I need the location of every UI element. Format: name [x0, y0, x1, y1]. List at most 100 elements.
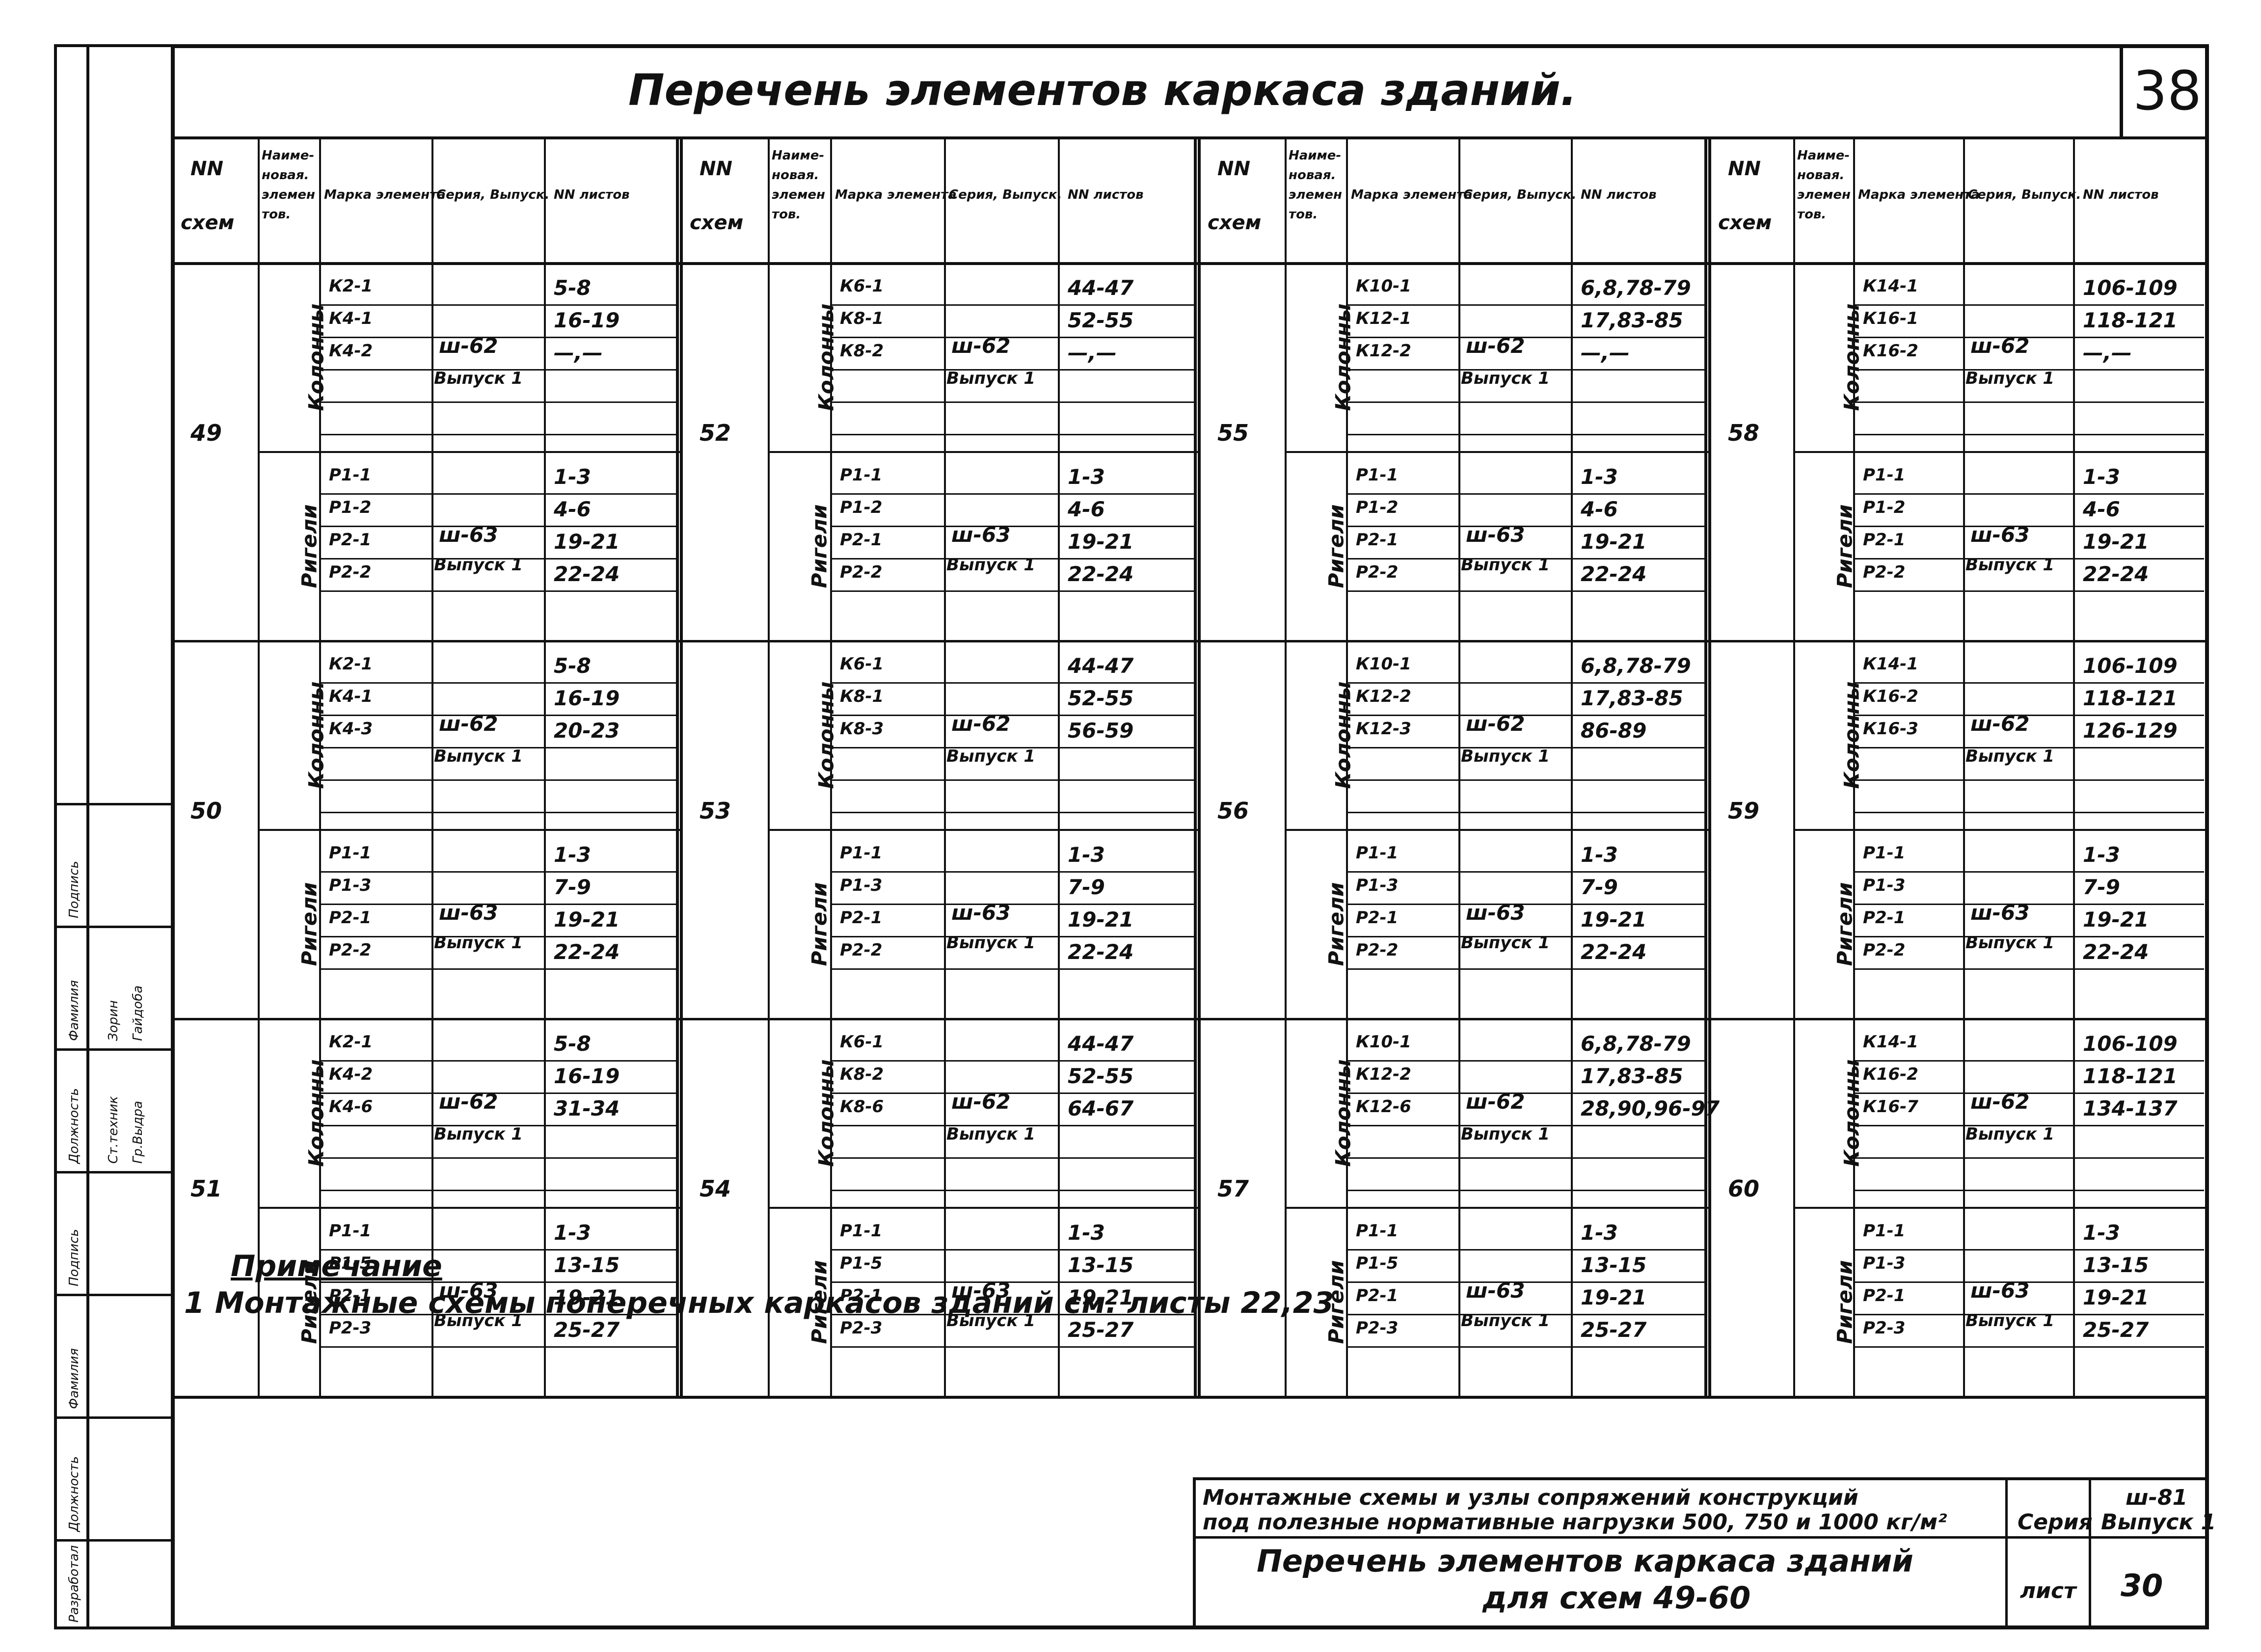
- sheet-range: 28,90,96-97: [1581, 1096, 1720, 1120]
- scheme-number: 58: [1728, 420, 1760, 446]
- sheet-range: 7-9: [2083, 875, 2120, 899]
- sheet-range: 1-3: [1068, 1221, 1105, 1245]
- series-code: ш-62: [1466, 712, 1525, 736]
- element-mark: Р2-1: [329, 908, 372, 928]
- element-mark: К16-2: [1863, 341, 1918, 361]
- element-mark: Р1-1: [1863, 465, 1906, 485]
- element-mark: К12-2: [1356, 341, 1411, 361]
- element-mark: Р1-2: [840, 498, 883, 517]
- element-mark: Р2-2: [1356, 562, 1399, 582]
- sheet-range: 126-129: [2083, 719, 2178, 743]
- sheet-number: 38: [2133, 59, 2202, 122]
- series-issue: Выпуск 1: [946, 1311, 1036, 1331]
- sheet-range: 1-3: [554, 465, 591, 489]
- element-mark: К8-3: [840, 719, 884, 739]
- element-mark: К14-1: [1863, 654, 1918, 674]
- series-code: ш-62: [951, 712, 1011, 736]
- sheet-range: 19-21: [2083, 530, 2149, 554]
- sheet-range: 17,83-85: [1581, 1064, 1683, 1088]
- sheet-range: 19-21: [1581, 907, 1647, 932]
- header-scheme: схем: [1208, 212, 1262, 234]
- columns-label: Колонны: [814, 1059, 838, 1167]
- sheet-range: 22-24: [1068, 940, 1134, 964]
- header-sheets: NN листов: [1581, 187, 1657, 202]
- series-code: ш-63: [1970, 1279, 2030, 1303]
- element-mark: К16-1: [1863, 309, 1918, 328]
- header-name-line: новая.: [1797, 168, 1845, 183]
- sheet-range: 19-21: [554, 530, 620, 554]
- header-scheme: схем: [690, 212, 744, 234]
- note-heading: Примечание: [231, 1249, 442, 1283]
- element-mark: Р1-1: [329, 1221, 372, 1241]
- series-issue: Выпуск 1: [434, 555, 523, 575]
- scheme-number: 50: [190, 798, 222, 824]
- element-mark: Р1-1: [1356, 843, 1399, 863]
- sheet-range: 17,83-85: [1581, 308, 1683, 332]
- element-mark: К16-2: [1863, 687, 1918, 706]
- sheet-range: 13-15: [1068, 1253, 1134, 1277]
- header-name-line: тов.: [262, 207, 291, 222]
- element-mark: Р1-3: [1863, 876, 1906, 895]
- sheet-range: 118-121: [2083, 308, 2178, 332]
- header-series: Серия, Выпуск.: [436, 187, 550, 202]
- strip-name-2: Гайдоба: [131, 985, 145, 1041]
- element-mark: К12-2: [1356, 687, 1411, 706]
- header-name-line: новая.: [262, 168, 309, 183]
- strip-name-4: Гр.Выдра: [131, 1100, 145, 1164]
- element-mark: К2-1: [329, 654, 373, 674]
- header-mark: Марка элемента: [324, 187, 446, 202]
- columns-label: Колонны: [304, 303, 328, 411]
- element-mark: К2-1: [329, 276, 373, 296]
- scheme-number: 57: [1217, 1175, 1249, 1202]
- strip-name-3: Ст.техник: [106, 1096, 121, 1164]
- header-scheme: схем: [181, 212, 235, 234]
- sheet-range: 5-8: [554, 1032, 591, 1056]
- girders-label: Ригели: [1324, 882, 1348, 966]
- element-mark: К8-2: [840, 1065, 884, 1084]
- element-mark: К14-1: [1863, 1032, 1918, 1052]
- stamp-series-issue: Выпуск 1: [2101, 1510, 2216, 1535]
- sheet-range: 4-6: [1581, 497, 1618, 521]
- header-series: Серия, Выпуск.: [1968, 187, 2081, 202]
- sheet-range: 1-3: [1068, 843, 1105, 867]
- sheet-range: 22-24: [2083, 940, 2149, 964]
- element-mark: Р2-1: [329, 1286, 372, 1306]
- element-mark: Р2-2: [840, 940, 883, 960]
- columns-label: Колонны: [1839, 1059, 1864, 1167]
- element-mark: Р1-2: [1356, 498, 1399, 517]
- stamp-series-label: Серия: [2018, 1510, 2093, 1535]
- element-mark: Р1-3: [1863, 1253, 1906, 1273]
- stamp-sheet-label: лист: [2020, 1578, 2076, 1603]
- header-name-line: Наиме-: [1797, 148, 1850, 163]
- header-name-line: тов.: [1797, 207, 1827, 222]
- columns-label: Колонны: [1839, 303, 1864, 411]
- header-name-line: элемен: [262, 187, 315, 202]
- girders-label: Ригели: [297, 504, 322, 588]
- element-mark: К2-1: [329, 1032, 373, 1052]
- sheet-range: 22-24: [1581, 562, 1647, 586]
- element-mark: Р1-1: [329, 465, 372, 485]
- element-mark: К10-1: [1356, 1032, 1411, 1052]
- element-mark: Р2-1: [840, 1286, 883, 1306]
- sheet-range: 13-15: [2083, 1253, 2149, 1277]
- columns-label: Колонны: [814, 303, 838, 411]
- sheet-range: 1-3: [1581, 843, 1618, 867]
- sheet-range: 52-55: [1068, 686, 1134, 710]
- scheme-number: 56: [1217, 798, 1249, 824]
- series-code: ш-62: [1466, 334, 1525, 358]
- sheet-range: 52-55: [1068, 1064, 1134, 1088]
- sheet-range: 64-67: [1068, 1096, 1134, 1120]
- element-mark: К12-6: [1356, 1097, 1411, 1117]
- sheet-range: 25-27: [2083, 1318, 2149, 1342]
- sheet-range: 106-109: [2083, 1032, 2178, 1056]
- element-mark: Р2-1: [1863, 908, 1906, 928]
- sheet-range: —,—: [1581, 341, 1630, 365]
- strip-label-position: Должность: [67, 1088, 81, 1164]
- stamp-series-value: ш-81: [2126, 1485, 2188, 1510]
- scheme-number: 49: [190, 420, 222, 446]
- columns-label: Колонны: [1331, 303, 1355, 411]
- sheet-range: 19-21: [1581, 530, 1647, 554]
- element-mark: К12-3: [1356, 719, 1411, 739]
- element-mark: Р1-2: [1863, 498, 1906, 517]
- header-name-line: элемен: [772, 187, 825, 202]
